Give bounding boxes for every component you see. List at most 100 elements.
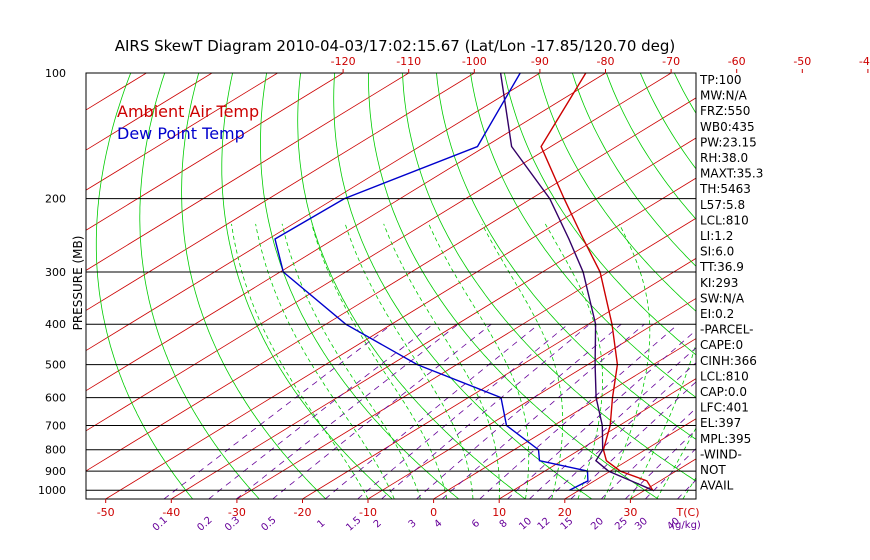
isotherm-line <box>564 418 696 499</box>
dry-adiabat-line <box>436 73 696 440</box>
isotherm-line <box>171 177 696 499</box>
pressure-tick-label: 1000 <box>38 484 66 497</box>
mixing-ratio-label: 3 <box>407 518 419 530</box>
mixing-ratio-label: 0.5 <box>259 515 278 534</box>
isotherm-line <box>762 73 870 499</box>
mixing-ratio-label: 20 <box>589 516 606 533</box>
x-tick-label: -10 <box>359 506 377 519</box>
top-tick-label: -80 <box>597 55 615 68</box>
pressure-tick-label: 100 <box>45 67 66 80</box>
index-label: FRZ:550 <box>700 104 750 118</box>
x-tick-label: -30 <box>228 506 246 519</box>
index-label: TT:36.9 <box>699 260 744 274</box>
moist-adiabat-line <box>311 223 448 499</box>
index-label: L57:5.8 <box>700 198 745 212</box>
mixing-ratio-label: 10 <box>517 516 534 533</box>
moist-adiabat-line <box>428 223 530 499</box>
dry-adiabat-line <box>402 73 696 482</box>
moist-adiabat-line <box>603 223 651 499</box>
isotherm-line <box>433 338 696 499</box>
index-label: RH:38.0 <box>700 151 748 165</box>
index-label: LI:1.2 <box>700 229 733 243</box>
index-label: LCL:810 <box>700 213 749 227</box>
isotherm-line <box>498 378 696 499</box>
index-label: CAP:0.0 <box>700 385 747 399</box>
index-label: MPL:395 <box>700 432 751 446</box>
x-tick-label: -50 <box>97 506 115 519</box>
x-tick-label: 30 <box>623 506 637 519</box>
x-tick-label: -40 <box>162 506 180 519</box>
top-tick-label: -50 <box>793 55 811 68</box>
isotherm-line <box>367 297 696 499</box>
pressure-tick-label: 700 <box>45 420 66 433</box>
dry-adiabat-line <box>810 73 870 499</box>
index-label: CAPE:0 <box>700 338 743 352</box>
pressure-tick-label: 900 <box>45 465 66 478</box>
isotherm-line <box>0 73 81 499</box>
isotherm-line <box>86 73 344 231</box>
isotherm-line <box>86 73 213 151</box>
pressure-tick-label: 200 <box>45 193 66 206</box>
isotherm-line <box>86 73 475 311</box>
x-tick-label: 20 <box>558 506 572 519</box>
pressure-tick-label: 800 <box>45 444 66 457</box>
dry-adiabat-line <box>95 73 194 499</box>
index-label: NOT <box>700 463 726 477</box>
mixing-ratio-label: 1 <box>315 518 327 530</box>
mixing-ratio-label: 6 <box>470 518 482 530</box>
dry-adiabat-line <box>504 73 696 356</box>
moist-adiabat-line <box>344 223 474 499</box>
top-tick-label: -100 <box>462 55 487 68</box>
mixing-ratio-label: 4 <box>432 518 444 530</box>
pressure-tick-label: 300 <box>45 266 66 279</box>
mixing-ratio-line <box>381 323 591 499</box>
top-tick-label: -120 <box>331 55 356 68</box>
x-tick-label: 0 <box>430 506 437 519</box>
mixing-ratio-line <box>236 323 459 499</box>
moist-adiabat-line <box>481 223 564 499</box>
mixing-ratio-label: 12 <box>536 516 553 533</box>
dry-adiabat-line <box>844 73 870 499</box>
index-label: LCL:810 <box>700 369 749 383</box>
mixing-ratio-unit-label: (g/kg) <box>671 520 701 531</box>
dry-adiabat-line <box>368 73 659 499</box>
top-tick-label: -110 <box>396 55 421 68</box>
index-label: TH:5463 <box>699 182 751 196</box>
y-axis-label: PRESSURE (MB) <box>71 236 85 331</box>
x-unit-label: T(C) <box>676 506 700 519</box>
legend-air-temp: Ambient Air Temp <box>117 102 259 121</box>
top-tick-label: -70 <box>662 55 680 68</box>
isotherm-line <box>302 257 696 499</box>
index-label: EL:397 <box>700 416 741 430</box>
index-label: AVAIL <box>700 479 734 493</box>
isobar-layer <box>86 72 696 491</box>
mixing-ratio-line <box>479 323 679 499</box>
dry-adiabat-line <box>572 73 696 267</box>
mixing-ratio-line <box>441 323 645 499</box>
mixing-ratio-label: 8 <box>498 518 510 530</box>
isotherm-line <box>86 73 409 271</box>
dry-adiabat-line <box>221 73 393 499</box>
index-label: WB0:435 <box>700 120 755 134</box>
moist-adiabat-line <box>231 223 369 499</box>
mixing-ratio-line <box>507 329 696 499</box>
pressure-tick-label: 500 <box>45 359 66 372</box>
isotherm-line <box>86 73 672 432</box>
dry-adiabat-line <box>297 73 526 499</box>
mixing-ratio-line <box>645 448 696 499</box>
mixing-ratio-label: 2 <box>372 518 384 530</box>
mixing-ratio-line <box>208 323 434 499</box>
isotherm-line <box>105 137 696 499</box>
index-label: SW:N/A <box>700 291 745 305</box>
mixing-ratio-line <box>357 323 569 499</box>
index-label: MAXT:35.3 <box>700 167 763 181</box>
index-label: KI:293 <box>700 276 738 290</box>
dry-adiabat-line <box>181 73 327 499</box>
moist-adiabat-line <box>255 223 395 499</box>
index-label: -PARCEL- <box>700 323 754 337</box>
index-label: SI:6.0 <box>700 245 734 259</box>
legend-dew-point: Dew Point Temp <box>117 124 245 143</box>
x-tick-label: -20 <box>294 506 312 519</box>
